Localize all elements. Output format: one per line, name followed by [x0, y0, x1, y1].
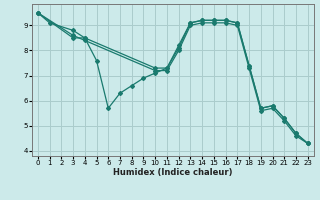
X-axis label: Humidex (Indice chaleur): Humidex (Indice chaleur) [113, 168, 233, 177]
